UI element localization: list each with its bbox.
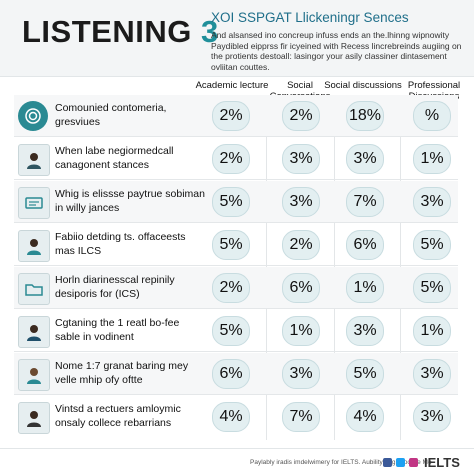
page-title: LISTENING 3 xyxy=(22,14,219,50)
brand-logo: IELTS xyxy=(424,455,460,470)
table-row: Horln diarinesscal repinily desiporis fo… xyxy=(0,267,474,309)
value-social-conversations: 2% xyxy=(282,101,320,131)
column-header-academic-lecture: Academic lecture xyxy=(195,80,269,91)
person-icon xyxy=(18,402,50,434)
row-label: Whig is elissse paytrue sobiman in willy… xyxy=(55,188,205,214)
value-academic-lecture: 2% xyxy=(212,101,250,131)
column-header-social-discussions: Social discussions xyxy=(324,80,402,91)
value-social-conversations: 3% xyxy=(282,359,320,389)
table-row: Fabiio detding ts. offaceests mas ILCS 5… xyxy=(0,224,474,266)
value-professional-discussions: % xyxy=(413,101,451,131)
table-row: Nome 1:7 granat baring mey velle mhip of… xyxy=(0,353,474,395)
value-academic-lecture: 2% xyxy=(212,144,250,174)
row-divider xyxy=(14,136,458,137)
row-divider xyxy=(14,394,458,395)
facebook-icon[interactable] xyxy=(383,458,392,467)
value-social-conversations: 7% xyxy=(282,402,320,432)
row-label: Fabiio detding ts. offaceests mas ILCS xyxy=(55,231,186,257)
value-academic-lecture: 4% xyxy=(212,402,250,432)
twitter-icon[interactable] xyxy=(396,458,405,467)
document-icon xyxy=(18,187,50,219)
row-label: Cgtaning the 1 reatl bo-fee sable in vod… xyxy=(55,317,180,343)
value-professional-discussions: 1% xyxy=(413,316,451,346)
value-professional-discussions: 3% xyxy=(413,402,451,432)
row-label: Nome 1:7 granat baring mey velle mhip of… xyxy=(55,360,189,386)
value-professional-discussions: 5% xyxy=(413,273,451,303)
folder-icon xyxy=(18,273,50,305)
value-social-discussions: 5% xyxy=(346,359,384,389)
value-academic-lecture: 5% xyxy=(212,187,250,217)
title-text: LISTENING xyxy=(22,14,192,49)
row-divider xyxy=(14,351,458,352)
row-divider xyxy=(14,308,458,309)
table-row: Cgtaning the 1 reatl bo-fee sable in vod… xyxy=(0,310,474,352)
row-label: When labe negiormedcall canagonent stanc… xyxy=(55,145,174,171)
value-social-discussions: 6% xyxy=(346,230,384,260)
title-number: 3 xyxy=(200,14,219,49)
value-social-discussions: 1% xyxy=(346,273,384,303)
value-social-discussions: 7% xyxy=(346,187,384,217)
value-social-conversations: 3% xyxy=(282,187,320,217)
value-academic-lecture: 2% xyxy=(212,273,250,303)
value-social-conversations: 6% xyxy=(282,273,320,303)
row-label: Horln diarinesscal repinily desiporis fo… xyxy=(55,274,175,300)
person-icon xyxy=(18,230,50,262)
page-description: And alsansed ino concreup infuss ends an… xyxy=(211,30,462,72)
value-social-discussions: 4% xyxy=(346,402,384,432)
row-divider xyxy=(14,179,458,180)
table-row: Vintsd a rectuers amloymic onsaly collec… xyxy=(0,396,474,438)
value-professional-discussions: 1% xyxy=(413,144,451,174)
row-divider xyxy=(14,265,458,266)
value-social-discussions: 18% xyxy=(346,101,384,131)
instagram-icon[interactable] xyxy=(409,458,418,467)
value-social-conversations: 2% xyxy=(282,230,320,260)
value-academic-lecture: 6% xyxy=(212,359,250,389)
person-icon xyxy=(18,359,50,391)
target-icon xyxy=(18,101,48,131)
footer: Paylably iradis imdelwimery for IELTS. A… xyxy=(0,448,474,475)
row-label: Vintsd a rectuers amloymic onsaly collec… xyxy=(55,403,181,429)
header: LISTENING 3 XOI SSPGAT Llickeningr Sence… xyxy=(0,0,474,77)
value-professional-discussions: 3% xyxy=(413,359,451,389)
table-row: Comounied contomeria, gresviues 2% 2% 18… xyxy=(0,95,474,137)
row-label: Comounied contomeria, gresviues xyxy=(55,102,167,128)
value-academic-lecture: 5% xyxy=(212,316,250,346)
table-row: When labe negiormedcall canagonent stanc… xyxy=(0,138,474,180)
row-divider xyxy=(14,222,458,223)
value-social-discussions: 3% xyxy=(346,316,384,346)
table-row: Whig is elissse paytrue sobiman in willy… xyxy=(0,181,474,223)
value-social-discussions: 3% xyxy=(346,144,384,174)
person-icon xyxy=(18,144,50,176)
person-icon xyxy=(18,316,50,348)
page-subtitle: XOI SSPGAT Llickeningr Sences xyxy=(211,10,409,25)
footer-text: Paylably iradis imdelwimery for IELTS. A… xyxy=(250,459,432,466)
value-academic-lecture: 5% xyxy=(212,230,250,260)
value-social-conversations: 3% xyxy=(282,144,320,174)
value-professional-discussions: 3% xyxy=(413,187,451,217)
value-social-conversations: 1% xyxy=(282,316,320,346)
value-professional-discussions: 5% xyxy=(413,230,451,260)
